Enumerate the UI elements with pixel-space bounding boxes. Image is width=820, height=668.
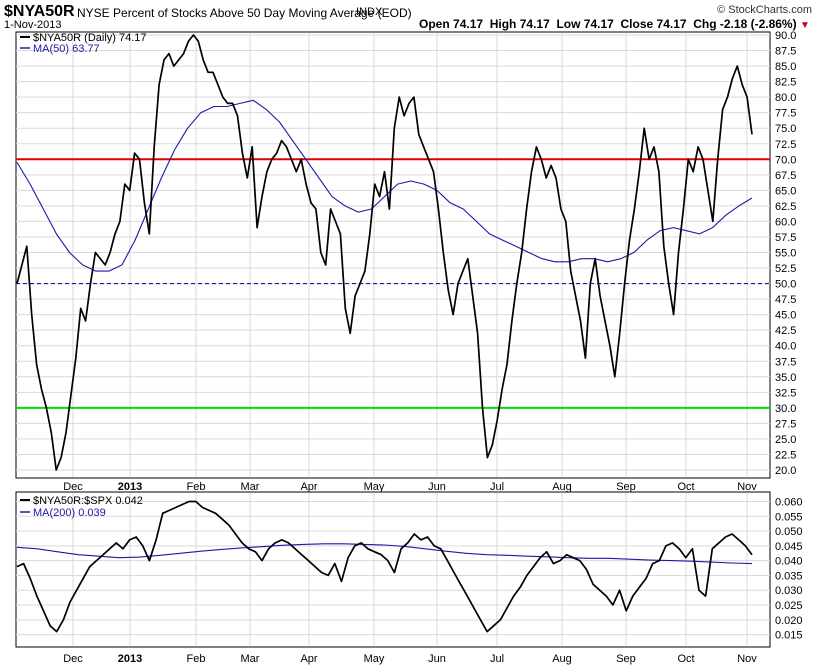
main-x-tick-label: Sep [616, 481, 636, 493]
main-y-tick-label: 60.0 [775, 216, 796, 228]
exchange-label: INDX [356, 6, 383, 18]
main-x-tick-label: Nov [737, 481, 757, 493]
ma200-line [16, 543, 753, 565]
ratio-y-tick-label: 0.060 [775, 496, 803, 508]
high-label: High [489, 17, 517, 31]
main-y-tick-label: 50.0 [775, 279, 796, 291]
ratio-y-tick-label: 0.055 [775, 511, 803, 523]
main-y-tick-label: 22.5 [775, 449, 796, 461]
ratio-y-tick-label: 0.030 [775, 585, 803, 597]
ratio-x-tick-label: May [364, 653, 385, 665]
main-y-tick-label: 47.5 [775, 294, 796, 306]
main-y-tick-label: 65.0 [775, 185, 796, 197]
close-label: Close [620, 17, 654, 31]
low-label: Low [556, 17, 581, 31]
ratio-x-tick-label: Feb [187, 653, 206, 665]
main-x-tick-label: Jun [428, 481, 446, 493]
main-x-tick-label: Jul [490, 481, 504, 493]
main-y-tick-label: 45.0 [775, 310, 796, 322]
main-y-tick-label: 87.5 [775, 46, 796, 58]
main-x-tick-label: Aug [552, 481, 572, 493]
ratio-x-tick-label: 2013 [118, 653, 142, 665]
ratio-x-tick-label: Jun [428, 653, 446, 665]
open-value: 74.17 [453, 17, 484, 31]
main-y-tick-label: 72.5 [775, 139, 796, 151]
main-y-tick-label: 85.0 [775, 61, 796, 73]
ratio-x-tick-label: Jul [490, 653, 504, 665]
ratio-y-tick-label: 0.025 [775, 600, 803, 612]
ratio-x-tick-label: Oct [677, 653, 694, 665]
main-y-tick-label: 62.5 [775, 201, 796, 213]
ratio-line [16, 500, 753, 633]
main-y-tick-label: 42.5 [775, 325, 796, 337]
main-x-axis: Dec 2013 Feb Mar Apr May Jun Jul Aug Sep Oct Nov [63, 481, 757, 493]
main-y-tick-label: 82.5 [775, 77, 796, 89]
price-line [16, 34, 753, 471]
main-x-tick-label: Apr [300, 481, 317, 493]
ratio-y-axis: 0.060 0.055 0.050 0.045 0.040 0.035 0.030 0.025… [775, 496, 803, 641]
chart-date: 1-Nov-2013 [4, 19, 62, 31]
main-y-tick-label: 77.5 [775, 108, 796, 120]
ratio-y-tick-label: 0.050 [775, 526, 803, 538]
ratio-x-tick-label: Aug [552, 653, 572, 665]
main-x-tick-label: Mar [241, 481, 260, 493]
main-y-tick-label: 90.0 [775, 30, 796, 42]
high-value: 74.17 [519, 17, 550, 31]
price-legend-label: $NYA50R (Daily) 74.17 [33, 32, 147, 44]
main-x-tick-label: Oct [677, 481, 694, 493]
ratio-x-tick-label: Apr [300, 653, 317, 665]
main-y-tick-label: 80.0 [775, 92, 796, 104]
ma50-line [16, 99, 753, 272]
ratio-series-group [16, 500, 753, 633]
ratio-x-tick-label: Sep [616, 653, 636, 665]
main-series-group [16, 34, 753, 471]
ratio-y-tick-label: 0.020 [775, 615, 803, 627]
ratio-y-tick-label: 0.015 [775, 630, 803, 642]
chart-symbol: $NYA50R [4, 3, 75, 20]
ratio-y-tick-label: 0.040 [775, 556, 803, 568]
quote-summary: Open 74.17 High 74.17 Low 74.17 Close 74… [419, 17, 810, 31]
main-y-tick-label: 75.0 [775, 123, 796, 135]
ratio-x-tick-label: Nov [737, 653, 757, 665]
main-y-tick-label: 52.5 [775, 263, 796, 275]
main-y-tick-label: 25.0 [775, 434, 796, 446]
close-value: 74.17 [656, 17, 687, 31]
ma50-legend-label: MA(50) 63.77 [33, 43, 100, 55]
down-arrow-icon: ▼ [799, 20, 810, 31]
main-x-tick-label: Feb [187, 481, 206, 493]
main-y-tick-label: 70.0 [775, 154, 796, 166]
open-label: Open [419, 17, 450, 31]
chg-value: -2.18 (-2.86%) [719, 17, 797, 31]
main-y-tick-label: 37.5 [775, 356, 796, 368]
main-y-axis: 90.0 87.5 85.0 82.5 80.0 77.5 75.0 72.5 70.0 67.5… [775, 30, 796, 477]
main-x-tick-label: 2013 [118, 481, 142, 493]
brand-watermark: © StockCharts.com [717, 4, 812, 16]
ratio-legend-label: $NYA50R:$SPX 0.042 [33, 495, 143, 507]
main-y-tick-label: 57.5 [775, 232, 796, 244]
main-y-tick-label: 35.0 [775, 372, 796, 384]
main-y-tick-label: 32.5 [775, 387, 796, 399]
chart-description: NYSE Percent of Stocks Above 50 Day Movi… [77, 6, 412, 20]
main-y-tick-label: 30.0 [775, 403, 796, 415]
ratio-x-tick-label: Mar [241, 653, 260, 665]
main-y-tick-label: 55.0 [775, 248, 796, 260]
main-panel-frame [15, 31, 771, 479]
main-y-tick-label: 67.5 [775, 170, 796, 182]
ratio-x-tick-label: Dec [63, 653, 83, 665]
main-y-tick-label: 27.5 [775, 418, 796, 430]
ratio-y-tick-label: 0.045 [775, 541, 803, 553]
ratio-y-tick-label: 0.035 [775, 570, 803, 582]
ma200-legend-label: MA(200) 0.039 [33, 507, 106, 519]
ratio-grid [16, 493, 770, 646]
main-y-tick-label: 40.0 [775, 341, 796, 353]
ratio-x-axis: Dec 2013 Feb Mar Apr May Jun Jul Aug Sep Oct Nov [63, 653, 757, 665]
main-x-tick-label: Dec [63, 481, 83, 493]
main-y-tick-label: 20.0 [775, 465, 796, 477]
low-value: 74.17 [583, 17, 614, 31]
main-x-tick-label: May [364, 481, 385, 493]
chg-label: Chg [693, 17, 717, 31]
